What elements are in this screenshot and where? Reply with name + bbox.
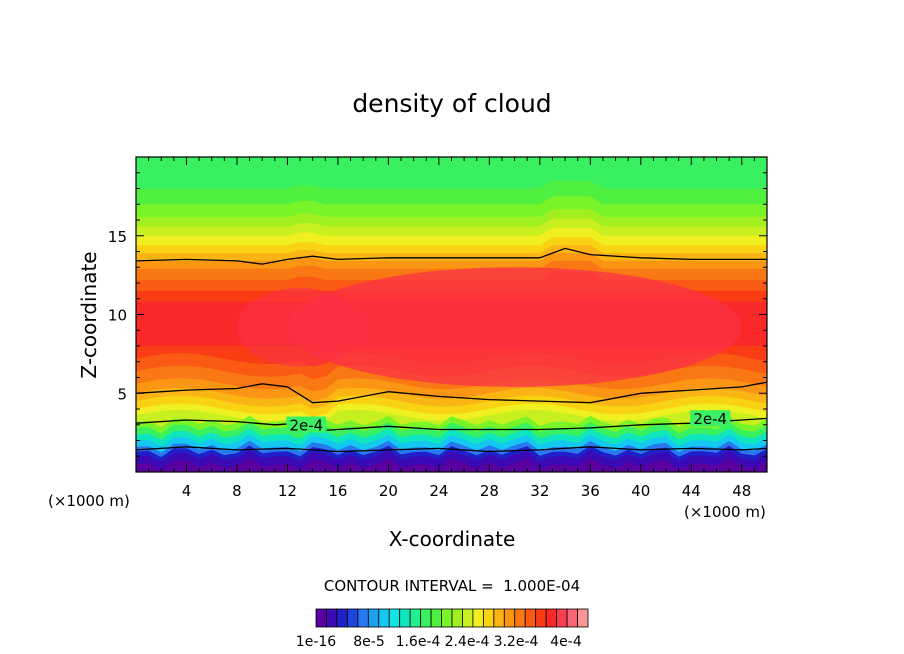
x-tick-label: 48 [732, 482, 751, 500]
y-tick-label: 5 [117, 385, 127, 403]
x-tick-label: 8 [232, 482, 242, 500]
contour-label-1: 2e-4 [693, 410, 727, 428]
colorbar-swatch [535, 608, 547, 628]
colorbar-swatch [482, 608, 495, 628]
colorbar-swatch [524, 608, 537, 628]
colorbar-swatch [441, 608, 453, 628]
contour-lines [136, 247, 767, 453]
colorbar-swatch [556, 608, 568, 628]
contour-line-upper [136, 247, 767, 265]
colorbar-label: 1e-16 [296, 634, 336, 650]
x-axis-label: X-coordinate [389, 527, 516, 551]
contour-label-bg-0 [286, 416, 327, 433]
colorbar-swatch [566, 608, 578, 628]
colorbar-labels: 1e-16 8e-5 1.6e-4 2.4e-4 3.2e-4 4e-4 [296, 634, 582, 650]
x-tick-label: 20 [379, 482, 398, 500]
colorbar-swatch [367, 608, 380, 628]
colorbar-swatch [503, 608, 516, 628]
colorbar-label: 3.2e-4 [494, 634, 539, 650]
colorbar-swatch [451, 608, 463, 628]
chart-title: density of cloud [352, 89, 551, 118]
y-axis-label: Z-coordinate [77, 251, 101, 378]
x-tick-label: 28 [480, 482, 499, 500]
x-tick-label: 40 [631, 482, 650, 500]
contour-line-2e-4 [136, 417, 767, 432]
colorbar-swatch [462, 608, 474, 628]
colorbar-swatch [430, 608, 442, 628]
colorbar-swatch [315, 608, 327, 628]
colorbar-label: 8e-5 [353, 634, 384, 650]
x-tick-label: 16 [328, 482, 347, 500]
colorbar-swatch [357, 608, 369, 628]
contour-label-bg-1 [690, 410, 731, 427]
colorbar-swatch [399, 608, 411, 628]
field-band-0 [136, 458, 767, 472]
colorbar-swatch [378, 608, 390, 628]
colorbar-swatch [346, 608, 359, 628]
colorbar-swatch [326, 608, 338, 628]
y-axis: 5 10 15 [108, 172, 767, 457]
colorbar-swatch [472, 608, 484, 628]
colorbar-swatch [493, 608, 505, 628]
contour-label-0: 2e-4 [290, 417, 324, 435]
x-tick-label: 4 [182, 482, 192, 500]
colorbar-swatch [514, 608, 526, 628]
core-blob-center [287, 267, 742, 387]
contour-line-lower [136, 446, 767, 453]
colorbar-label: 4e-4 [550, 634, 582, 650]
colorbar-swatch [336, 608, 348, 628]
colorbar-label: 1.6e-4 [396, 634, 441, 650]
contour-core [236, 267, 742, 387]
x-axis: 4 8 12 16 20 24 28 32 36 40 44 48 [148, 157, 755, 500]
x-tick-label: 36 [581, 482, 600, 500]
colorbar-swatch [545, 608, 558, 628]
y-tick-label: 15 [108, 228, 127, 246]
colorbar-swatch [409, 608, 422, 628]
colorbar [315, 608, 589, 628]
x-tick-label: 44 [682, 482, 701, 500]
x-tick-label: 24 [429, 482, 448, 500]
x-tick-label: 12 [278, 482, 297, 500]
y-tick-label: 10 [108, 307, 127, 325]
colorbar-label: 2.4e-4 [445, 634, 490, 650]
colorbar-swatch [420, 608, 432, 628]
colorbar-swatch [388, 608, 401, 628]
contour-interval-label: CONTOUR INTERVAL = 1.000E-04 [324, 577, 580, 595]
x-tick-label: 32 [530, 482, 549, 500]
colorbar-swatch [577, 608, 589, 628]
contour-labels: 2e-4 2e-4 [286, 410, 731, 435]
contour-line-lower-middle [136, 381, 767, 404]
core-blob-left [236, 287, 364, 367]
x-unit-right: (×1000 m) [684, 503, 766, 521]
x-unit-left: (×1000 m) [48, 492, 130, 510]
